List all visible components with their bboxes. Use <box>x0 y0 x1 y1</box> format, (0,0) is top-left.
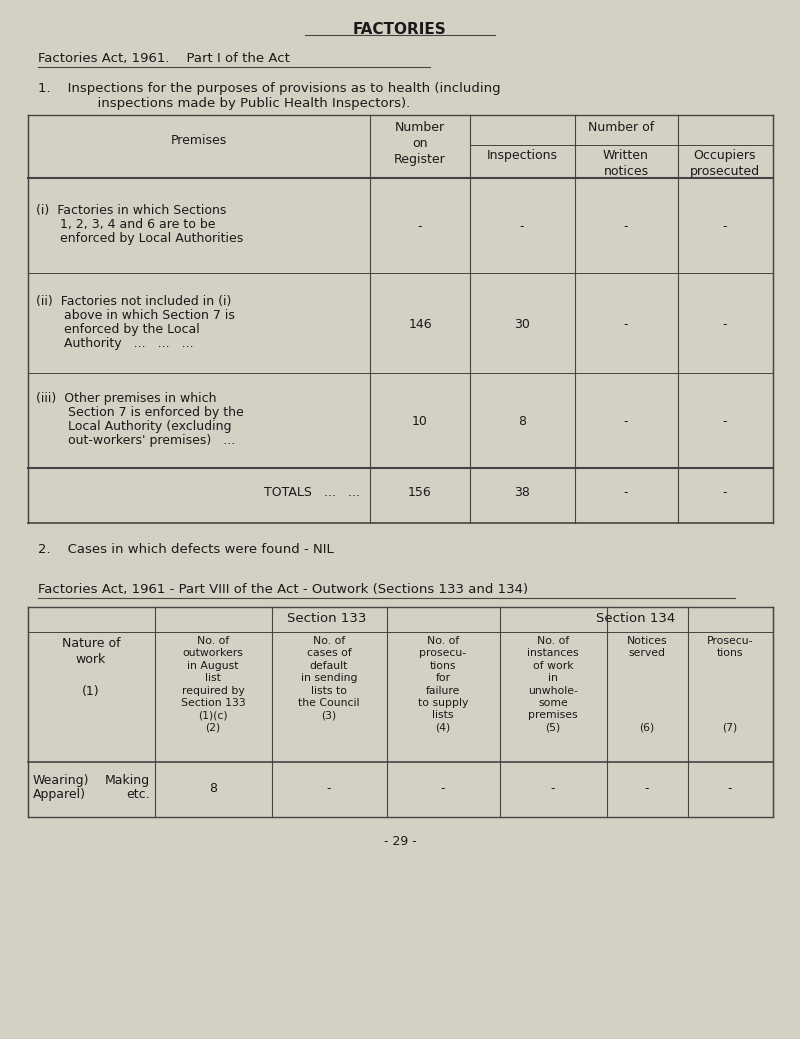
Text: Wearing): Wearing) <box>33 774 90 787</box>
Text: Section 133: Section 133 <box>287 612 366 625</box>
Text: 146: 146 <box>408 318 432 331</box>
Text: -: - <box>722 486 727 499</box>
Text: 38: 38 <box>514 486 530 499</box>
Text: No. of
outworkers
in August
list
required by
Section 133
(1)(c)
(2): No. of outworkers in August list require… <box>181 636 246 732</box>
Text: 156: 156 <box>408 486 432 499</box>
Text: inspections made by Public Health Inspectors).: inspections made by Public Health Inspec… <box>38 97 410 110</box>
Text: No. of
prosecu-
tions
for
failure
to supply
lists
(4): No. of prosecu- tions for failure to sup… <box>418 636 468 732</box>
Text: -: - <box>624 486 628 499</box>
Text: 30: 30 <box>514 318 530 331</box>
Text: (ii)  Factories not included in (i): (ii) Factories not included in (i) <box>36 295 231 308</box>
Text: Factories Act, 1961.    Part I of the Act: Factories Act, 1961. Part I of the Act <box>38 52 290 65</box>
Text: TOTALS   ...   ...: TOTALS ... ... <box>264 486 360 499</box>
Text: -: - <box>624 318 628 331</box>
Text: -: - <box>520 220 524 233</box>
Text: Local Authority (excluding: Local Authority (excluding <box>36 420 231 433</box>
Text: Authority   ...   ...   ...: Authority ... ... ... <box>36 337 194 350</box>
Text: Section 134: Section 134 <box>596 612 676 625</box>
Text: -: - <box>722 415 727 428</box>
Text: 8: 8 <box>209 782 217 795</box>
Text: Nature of
work

(1): Nature of work (1) <box>62 637 120 698</box>
Text: (iii)  Other premises in which: (iii) Other premises in which <box>36 392 217 405</box>
Text: No. of
cases of
default
in sending
lists to
the Council
(3): No. of cases of default in sending lists… <box>298 636 360 720</box>
Text: Number of: Number of <box>588 121 654 134</box>
Text: Making: Making <box>105 774 150 787</box>
Text: Section 7 is enforced by the: Section 7 is enforced by the <box>36 406 244 419</box>
Text: 8: 8 <box>518 415 526 428</box>
Text: Written
notices: Written notices <box>603 149 649 178</box>
Text: - 29 -: - 29 - <box>384 835 416 848</box>
Text: enforced by the Local: enforced by the Local <box>36 323 200 336</box>
Text: -: - <box>728 782 732 795</box>
Text: out-workers' premises)   ...: out-workers' premises) ... <box>36 434 235 447</box>
Text: Factories Act, 1961 - Part VIII of the Act - Outwork (Sections 133 and 134): Factories Act, 1961 - Part VIII of the A… <box>38 583 528 596</box>
Text: -: - <box>550 782 555 795</box>
Text: (i)  Factories in which Sections: (i) Factories in which Sections <box>36 204 226 217</box>
Text: Number
on
Register: Number on Register <box>394 121 446 166</box>
Text: -: - <box>441 782 446 795</box>
Text: No. of
instances
of work
in
unwhole-
some
premises
(5): No. of instances of work in unwhole- som… <box>527 636 579 732</box>
Text: Occupiers
prosecuted: Occupiers prosecuted <box>690 149 760 178</box>
Text: -: - <box>418 220 422 233</box>
Text: -: - <box>645 782 650 795</box>
Text: Apparel): Apparel) <box>33 788 86 801</box>
Text: -: - <box>624 220 628 233</box>
Text: -: - <box>624 415 628 428</box>
Text: etc.: etc. <box>126 788 150 801</box>
Text: Notices
served





(6): Notices served (6) <box>626 636 667 732</box>
Text: -: - <box>722 220 727 233</box>
Text: 1.    Inspections for the purposes of provisions as to health (including: 1. Inspections for the purposes of provi… <box>38 82 501 95</box>
Text: Premises: Premises <box>171 133 227 146</box>
Text: 2.    Cases in which defects were found - NIL: 2. Cases in which defects were found - N… <box>38 543 334 556</box>
Text: enforced by Local Authorities: enforced by Local Authorities <box>36 232 243 245</box>
Text: 10: 10 <box>412 415 428 428</box>
Text: 1, 2, 3, 4 and 6 are to be: 1, 2, 3, 4 and 6 are to be <box>36 218 215 231</box>
Text: Inspections: Inspections <box>486 149 558 162</box>
Text: Prosecu-
tions





(7): Prosecu- tions (7) <box>706 636 754 732</box>
Text: -: - <box>722 318 727 331</box>
Text: -: - <box>326 782 331 795</box>
Text: FACTORIES: FACTORIES <box>353 22 447 37</box>
Text: above in which Section 7 is: above in which Section 7 is <box>36 309 235 322</box>
